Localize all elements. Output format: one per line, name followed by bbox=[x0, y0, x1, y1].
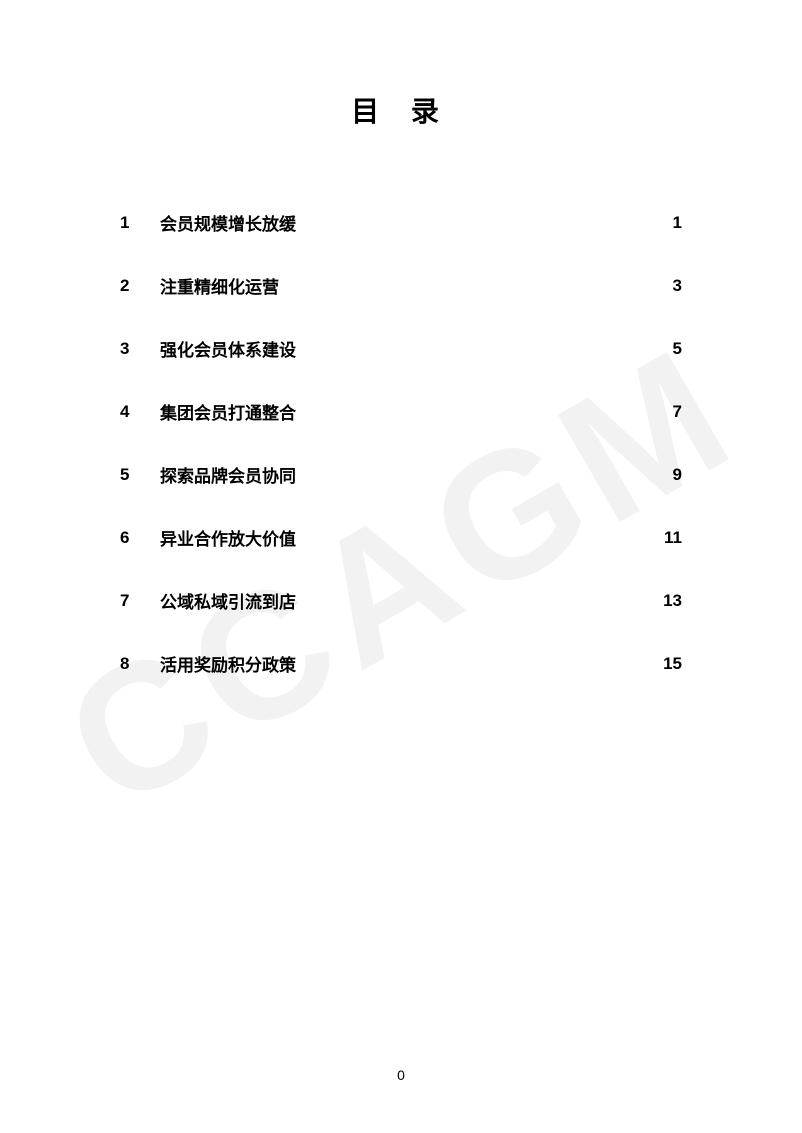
toc-item: 4 集团会员打通整合 7 bbox=[120, 399, 682, 424]
toc-item-text: 注重精细化运营 bbox=[160, 273, 279, 298]
toc-item-page: 13 bbox=[642, 591, 682, 611]
toc-item-text: 探索品牌会员协同 bbox=[160, 462, 296, 487]
toc-list: 1 会员规模增长放缓 1 2 注重精细化运营 3 3 强化会员体系建设 5 4 … bbox=[120, 210, 682, 676]
toc-item: 1 会员规模增长放缓 1 bbox=[120, 210, 682, 235]
toc-item-number: 1 bbox=[120, 213, 150, 233]
toc-item-number: 6 bbox=[120, 528, 150, 548]
toc-item-page: 9 bbox=[642, 465, 682, 485]
toc-item-text: 强化会员体系建设 bbox=[160, 336, 296, 361]
toc-item-text: 会员规模增长放缓 bbox=[160, 210, 296, 235]
toc-item-page: 11 bbox=[642, 528, 682, 548]
page-number: 0 bbox=[0, 1067, 802, 1083]
toc-item: 8 活用奖励积分政策 15 bbox=[120, 651, 682, 676]
toc-item-text: 活用奖励积分政策 bbox=[160, 651, 296, 676]
toc-item-number: 7 bbox=[120, 591, 150, 611]
toc-item-page: 7 bbox=[642, 402, 682, 422]
toc-item: 2 注重精细化运营 3 bbox=[120, 273, 682, 298]
page-title: 目 录 bbox=[120, 90, 682, 130]
toc-item-page: 15 bbox=[642, 654, 682, 674]
toc-item-text: 公域私域引流到店 bbox=[160, 588, 296, 613]
toc-item-page: 1 bbox=[642, 213, 682, 233]
page-content: 目 录 1 会员规模增长放缓 1 2 注重精细化运营 3 3 强化会员体系建设 … bbox=[0, 0, 802, 1133]
toc-item-number: 4 bbox=[120, 402, 150, 422]
toc-item-page: 3 bbox=[642, 276, 682, 296]
toc-item-page: 5 bbox=[642, 339, 682, 359]
toc-item: 6 异业合作放大价值 11 bbox=[120, 525, 682, 550]
toc-item-number: 3 bbox=[120, 339, 150, 359]
toc-item: 3 强化会员体系建设 5 bbox=[120, 336, 682, 361]
toc-item-number: 5 bbox=[120, 465, 150, 485]
toc-item: 7 公域私域引流到店 13 bbox=[120, 588, 682, 613]
toc-item: 5 探索品牌会员协同 9 bbox=[120, 462, 682, 487]
toc-item-text: 异业合作放大价值 bbox=[160, 525, 296, 550]
toc-item-text: 集团会员打通整合 bbox=[160, 399, 296, 424]
toc-item-number: 2 bbox=[120, 276, 150, 296]
toc-item-number: 8 bbox=[120, 654, 150, 674]
